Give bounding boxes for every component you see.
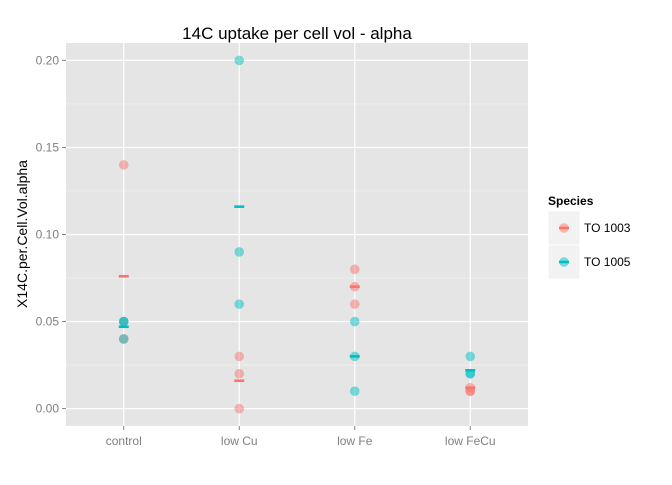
data-point (465, 351, 476, 362)
y-tick-label: 0.00 (36, 402, 60, 416)
data-point (118, 334, 129, 344)
x-axis-ticks: control low Cu low Fe low FeCu (106, 426, 496, 448)
data-point (234, 403, 245, 414)
data-point (118, 160, 129, 170)
mean-markers (118, 205, 476, 390)
major-gridlines (66, 43, 528, 426)
chart-title: 14C uptake per cell vol - alpha (182, 24, 412, 43)
legend-title: Species (548, 194, 594, 208)
y-tick-label: 0.05 (36, 315, 60, 329)
legend: Species TO 1003 TO 1005 (547, 194, 631, 280)
data-point (349, 264, 360, 275)
data-point (349, 386, 360, 396)
data-point (234, 351, 245, 362)
x-tick-label: low FeCu (445, 434, 496, 448)
y-tick-label: 0.15 (36, 140, 60, 154)
data-point (349, 299, 360, 309)
y-axis-ticks: 0.00 0.05 0.10 0.15 0.20 (36, 53, 66, 416)
data-point (234, 247, 245, 257)
y-tick-label: 0.20 (36, 53, 60, 67)
data-point (234, 55, 245, 66)
y-tick-label: 0.10 (36, 228, 60, 242)
data-point (234, 299, 245, 309)
data-point (349, 316, 360, 327)
legend-label: TO 1003 (584, 221, 631, 235)
data-point (118, 316, 129, 327)
data-point (234, 368, 245, 379)
x-tick-label: low Fe (337, 434, 373, 448)
x-tick-label: control (106, 434, 142, 448)
x-tick-label: low Cu (221, 434, 258, 448)
y-axis-title: X14C.per.Cell.Vol.alpha (14, 160, 30, 308)
minor-gridlines (66, 103, 528, 366)
legend-label: TO 1005 (584, 255, 631, 269)
